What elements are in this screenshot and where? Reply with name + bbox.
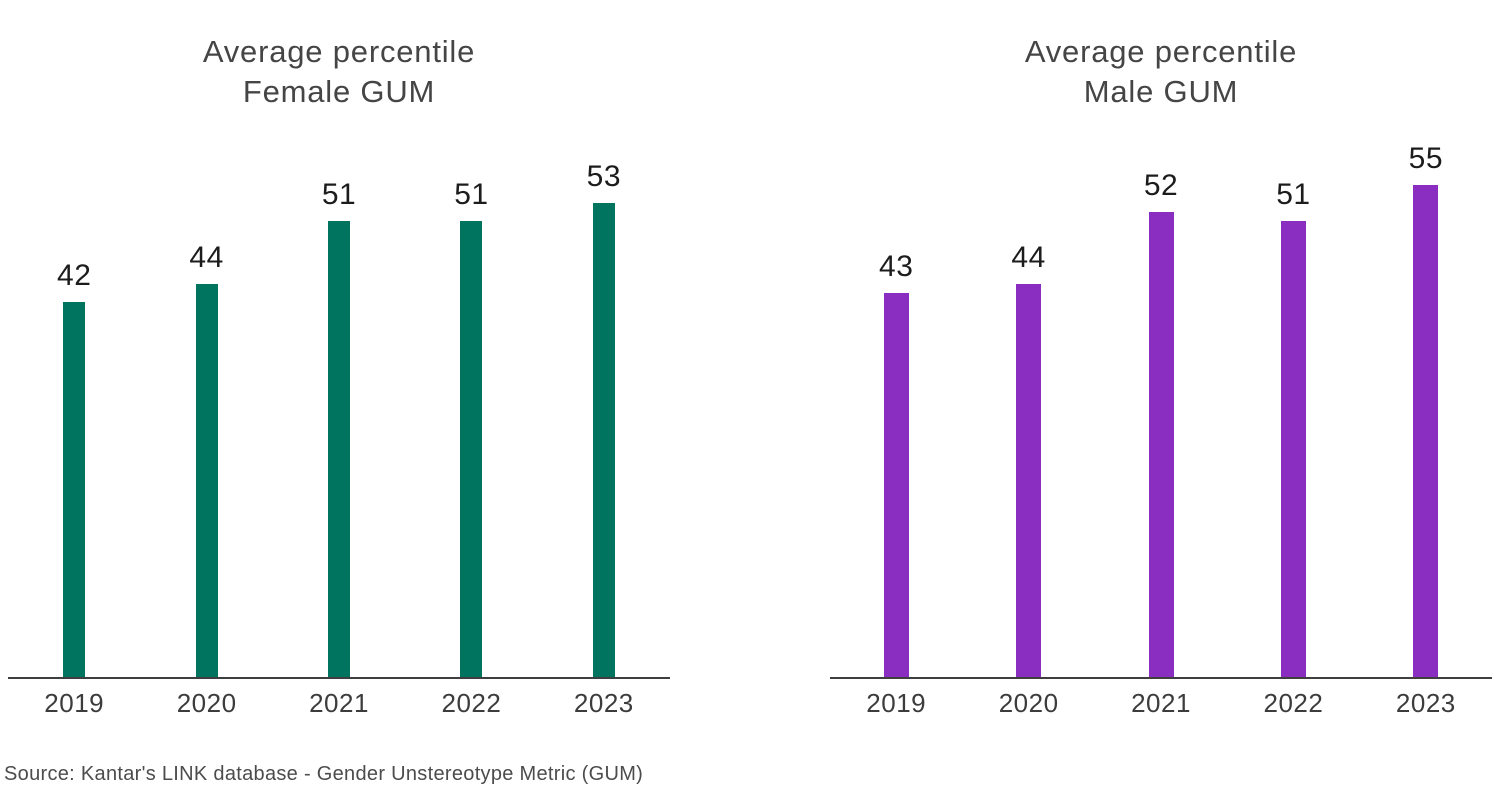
chart-title-line2: Female GUM: [242, 74, 436, 109]
chart-title-line2: Male GUM: [1083, 74, 1239, 109]
value-label: 51: [1276, 178, 1311, 211]
female-x-axis-labels: 2019 2020 2021 2022 2023: [8, 688, 670, 719]
value-label: 51: [454, 178, 489, 211]
x-tick-label: 2021: [309, 688, 369, 718]
value-label: 51: [321, 178, 357, 211]
x-tick-label: 2021: [1131, 688, 1191, 718]
bar: [1413, 185, 1439, 678]
x-tick-label: 2020: [998, 688, 1059, 718]
value-label: 55: [1408, 142, 1444, 175]
bar: [1016, 284, 1042, 678]
bar-column: 44: [962, 138, 1094, 678]
female-x-axis-line: [8, 677, 670, 679]
bar: [63, 302, 86, 678]
bar-column: 51: [273, 138, 405, 678]
female-chart-title: Average percentile Female GUM: [8, 32, 670, 112]
chart-title-line1: Average percentile: [1024, 34, 1298, 69]
source-note: Source: Kantar's LINK database - Gender …: [4, 763, 644, 785]
bar: [328, 221, 351, 678]
bar: [592, 203, 615, 678]
bar: [460, 221, 483, 678]
bar: [195, 284, 218, 678]
female-plot-area: 42 44 51 51 53: [8, 138, 670, 678]
bar-column: 44: [140, 138, 272, 678]
bar: [1148, 212, 1174, 678]
value-label: 42: [57, 259, 92, 292]
x-tick-label: 2020: [176, 688, 237, 718]
bar-column: 53: [538, 138, 670, 678]
bar-column: 52: [1095, 138, 1227, 678]
x-tick-label: 2019: [866, 688, 927, 718]
bar-column: 51: [405, 138, 537, 678]
x-tick-label: 2019: [44, 688, 105, 718]
value-label: 44: [1011, 241, 1046, 274]
bar-column: 42: [8, 138, 140, 678]
x-tick-label: 2022: [1263, 688, 1324, 718]
chart-title-line1: Average percentile: [202, 34, 476, 69]
female-gum-chart: Average percentile Female GUM 42 44 51 51 53…: [8, 0, 670, 800]
x-tick-label: 2023: [573, 688, 634, 718]
male-x-axis-labels: 2019 2020 2021 2022 2023: [830, 688, 1492, 719]
bar-column: 51: [1227, 138, 1359, 678]
x-tick-label: 2022: [441, 688, 502, 718]
bar: [1280, 221, 1306, 678]
male-chart-title: Average percentile Male GUM: [830, 32, 1492, 112]
male-x-axis-line: [830, 677, 1492, 679]
x-tick-label: 2023: [1395, 688, 1456, 718]
value-label: 53: [586, 160, 622, 193]
bar-column: 43: [830, 138, 962, 678]
male-plot-area: 43 44 52 51 55: [830, 138, 1492, 678]
value-label: 52: [1143, 169, 1179, 202]
value-label: 44: [189, 241, 224, 274]
male-gum-chart: Average percentile Male GUM 43 44 52 51 55 2…: [830, 0, 1492, 800]
bar: [883, 293, 909, 678]
value-label: 43: [879, 250, 914, 283]
bar-column: 55: [1360, 138, 1492, 678]
